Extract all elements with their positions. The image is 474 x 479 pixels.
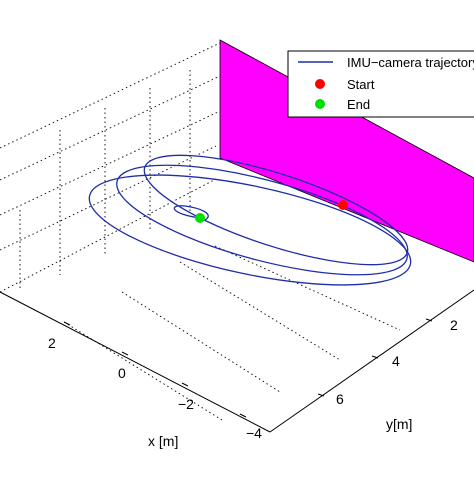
- start-point: [338, 200, 348, 210]
- x-tick-mark: [63, 321, 71, 326]
- legend-label: IMU−camera trajectory: [347, 55, 474, 70]
- x-tick-label: −4: [246, 425, 262, 441]
- legend-label: Start: [347, 77, 375, 92]
- y-tick-mark: [371, 355, 379, 359]
- x-tick-label: 2: [48, 335, 56, 351]
- box-edge: [269, 289, 474, 433]
- y-tick-label: 6: [336, 391, 344, 407]
- grid-line: [0, 75, 221, 181]
- y-axis-label: y[m]: [386, 416, 412, 432]
- trajectory-inner-loop: [173, 205, 209, 221]
- box-edge: [0, 291, 271, 433]
- grid-line: [214, 245, 401, 331]
- x-axis-label: x [m]: [148, 433, 178, 449]
- y-tick-label: 2: [450, 317, 458, 333]
- plane: [219, 39, 474, 263]
- x-tick-mark: [181, 382, 189, 387]
- y-tick-mark: [425, 318, 433, 322]
- grid-line: [0, 41, 223, 149]
- grid-line: [0, 179, 215, 293]
- y-tick-mark: [317, 393, 325, 397]
- tick-marks: [63, 318, 433, 418]
- trajectory-loop: [88, 174, 412, 286]
- box-edges: [0, 289, 474, 433]
- x-tick-mark: [239, 413, 247, 418]
- grid-line: [0, 111, 219, 216]
- grid-line: [121, 291, 281, 393]
- x-tick-label: 0: [118, 365, 126, 381]
- x-tick-label: −2: [178, 396, 194, 412]
- grid-line: [0, 145, 217, 251]
- y-tick-label: 4: [392, 353, 400, 369]
- x-tick-mark: [121, 351, 129, 356]
- legend: IMU−camera trajectory Start End: [287, 50, 474, 118]
- legend-label: End: [347, 97, 370, 112]
- trajectory-series: [88, 154, 412, 286]
- legend-start-swatch: [315, 79, 325, 89]
- trajectory-loop: [116, 164, 408, 276]
- grid-line: [63, 321, 223, 421]
- legend-end-swatch: [315, 99, 325, 109]
- end-point: [195, 213, 205, 223]
